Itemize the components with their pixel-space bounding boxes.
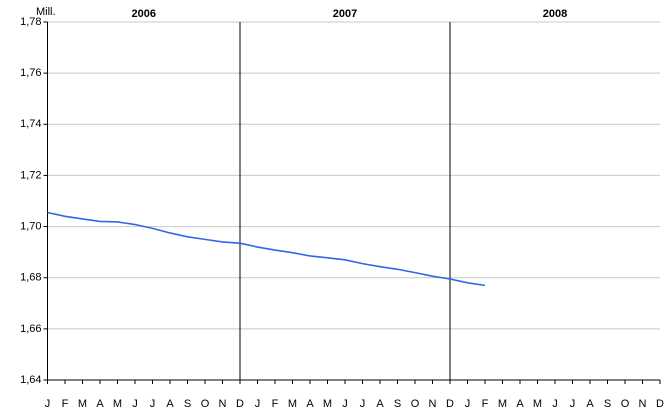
x-tick-label: J bbox=[342, 398, 348, 410]
x-tick-label: F bbox=[62, 398, 69, 410]
x-tick-label: A bbox=[516, 398, 524, 410]
x-tick-label: D bbox=[446, 398, 454, 410]
x-tick-label: O bbox=[201, 398, 210, 410]
x-tick-label: F bbox=[482, 398, 489, 410]
x-tick-label: J bbox=[570, 398, 576, 410]
y-tick-label: 1,68 bbox=[20, 272, 41, 284]
year-label: 2008 bbox=[543, 8, 567, 20]
x-tick-label: D bbox=[236, 398, 244, 410]
x-tick-label: M bbox=[113, 398, 122, 410]
x-tick-label: D bbox=[656, 398, 664, 410]
x-tick-label: J bbox=[45, 398, 51, 410]
data-line bbox=[47, 211, 486, 287]
year-label: 2006 bbox=[132, 8, 156, 20]
x-tick-label: O bbox=[621, 398, 630, 410]
x-tick-label: N bbox=[639, 398, 647, 410]
y-unit: Mill. bbox=[36, 6, 56, 18]
x-tick-label: A bbox=[376, 398, 384, 410]
x-tick-label: N bbox=[219, 398, 227, 410]
x-tick-label: J bbox=[150, 398, 156, 410]
x-tick-label: J bbox=[360, 398, 366, 410]
x-tick-label: M bbox=[288, 398, 297, 410]
x-tick-label: F bbox=[272, 398, 279, 410]
y-tick-label: 1,78 bbox=[20, 16, 41, 28]
x-tick-label: O bbox=[411, 398, 420, 410]
x-tick-label: S bbox=[604, 398, 611, 410]
x-tick-label: J bbox=[465, 398, 471, 410]
x-tick-label: M bbox=[498, 398, 507, 410]
y-tick-label: 1,76 bbox=[20, 67, 41, 79]
x-tick-label: M bbox=[323, 398, 332, 410]
x-tick-label: A bbox=[306, 398, 314, 410]
x-tick-label: A bbox=[586, 398, 594, 410]
x-tick-label: A bbox=[166, 398, 174, 410]
x-tick-label: S bbox=[394, 398, 401, 410]
x-tick-label: J bbox=[552, 398, 558, 410]
x-tick-label: A bbox=[96, 398, 104, 410]
y-tick-label: 1,66 bbox=[20, 323, 41, 335]
year-label: 2007 bbox=[333, 8, 357, 20]
x-tick-label: M bbox=[78, 398, 87, 410]
y-tick-label: 1,72 bbox=[20, 169, 41, 181]
x-tick-label: N bbox=[429, 398, 437, 410]
y-tick-label: 1,64 bbox=[20, 374, 41, 386]
x-tick-label: S bbox=[184, 398, 191, 410]
x-tick-label: J bbox=[132, 398, 138, 410]
y-tick-label: 1,70 bbox=[20, 220, 41, 232]
x-tick-label: J bbox=[255, 398, 261, 410]
y-tick-label: 1,74 bbox=[20, 118, 41, 130]
x-tick-label: M bbox=[533, 398, 542, 410]
